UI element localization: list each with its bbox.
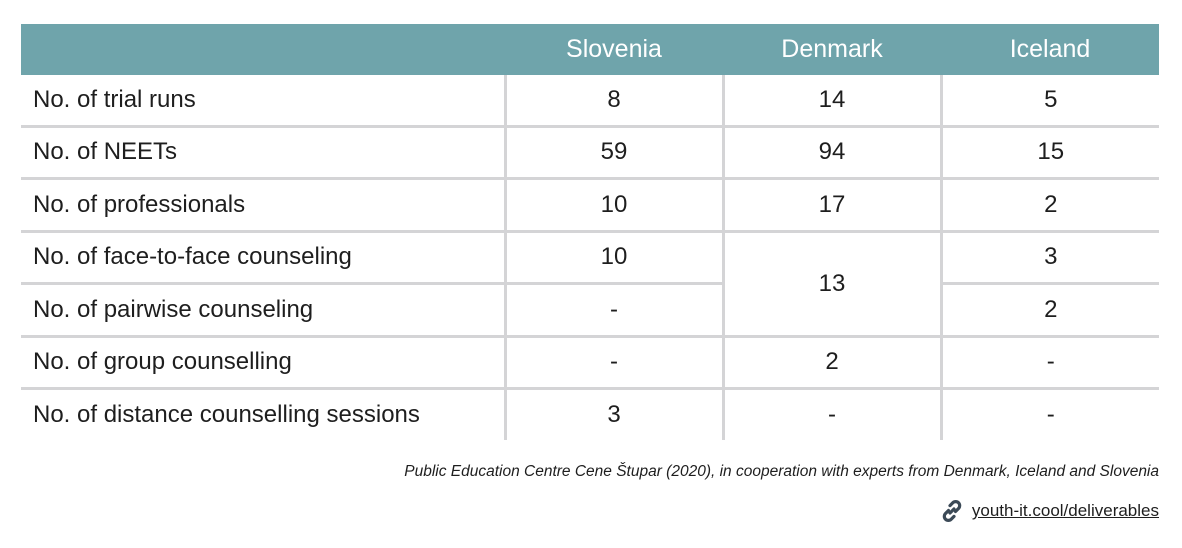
deliverables-link-text[interactable]: youth-it.cool/deliverables bbox=[971, 501, 1159, 520]
cell-iceland: - bbox=[939, 387, 1159, 440]
header-slovenia: Slovenia bbox=[505, 24, 723, 75]
header-denmark: Denmark bbox=[723, 24, 941, 75]
cell-slovenia: - bbox=[503, 334, 723, 389]
row-label: No. of group counselling bbox=[21, 334, 505, 389]
table-header-row: Slovenia Denmark Iceland bbox=[21, 24, 1159, 75]
cell-denmark: 2 bbox=[721, 334, 941, 389]
row-label: No. of pairwise counseling bbox=[21, 282, 505, 336]
table-row: No. of trial runs 8 14 5 bbox=[21, 75, 1159, 126]
table-row: No. of group counselling - 2 - bbox=[21, 334, 1159, 389]
source-caption: Public Education Centre Cene Štupar (202… bbox=[404, 463, 1159, 480]
cell-iceland: - bbox=[939, 334, 1159, 389]
table-row: No. of face-to-face counseling 10 13 3 bbox=[21, 229, 1159, 336]
cell-slovenia: 10 bbox=[503, 177, 723, 231]
cell-denmark: - bbox=[721, 387, 941, 440]
cell-iceland: 15 bbox=[939, 124, 1159, 179]
table-row: No. of NEETs 59 94 15 bbox=[21, 124, 1159, 179]
header-iceland: Iceland bbox=[941, 24, 1159, 75]
link-icon bbox=[938, 497, 966, 525]
cell-slovenia: - bbox=[503, 282, 723, 336]
row-label: No. of NEETs bbox=[21, 124, 505, 179]
row-label: No. of trial runs bbox=[33, 85, 196, 113]
counseling-table: Slovenia Denmark Iceland No. of trial ru… bbox=[21, 24, 1159, 440]
cell-slovenia: 8 bbox=[503, 75, 723, 126]
cell-iceland: 2 bbox=[939, 282, 1159, 336]
cell-slovenia: 59 bbox=[503, 124, 723, 179]
data-table-container: Slovenia Denmark Iceland No. of trial ru… bbox=[21, 24, 1159, 440]
row-label: No. of face-to-face counseling bbox=[21, 229, 505, 284]
table-row: No. of pairwise counseling - 2 bbox=[21, 282, 1159, 336]
cell-slovenia: 10 bbox=[503, 229, 723, 284]
cell-iceland: 3 bbox=[939, 229, 1159, 284]
header-blank bbox=[21, 24, 505, 75]
cell-denmark: 17 bbox=[721, 177, 941, 231]
cell-iceland: 2 bbox=[939, 177, 1159, 231]
deliverables-link[interactable]: youth-it.cool/deliverables bbox=[938, 497, 1159, 525]
row-label: No. of professionals bbox=[21, 177, 505, 231]
cell-denmark: 94 bbox=[721, 124, 941, 179]
cell-slovenia: 3 bbox=[503, 387, 723, 440]
cell-denmark: 14 bbox=[721, 75, 941, 126]
table-row: No. of distance counselling sessions 3 -… bbox=[21, 387, 1159, 440]
cell-iceland: 5 bbox=[939, 75, 1159, 126]
row-label: No. of distance counselling sessions bbox=[21, 387, 505, 440]
cell-denmark-merged: 13 bbox=[721, 229, 941, 336]
table-row: No. of professionals 10 17 2 bbox=[21, 177, 1159, 231]
